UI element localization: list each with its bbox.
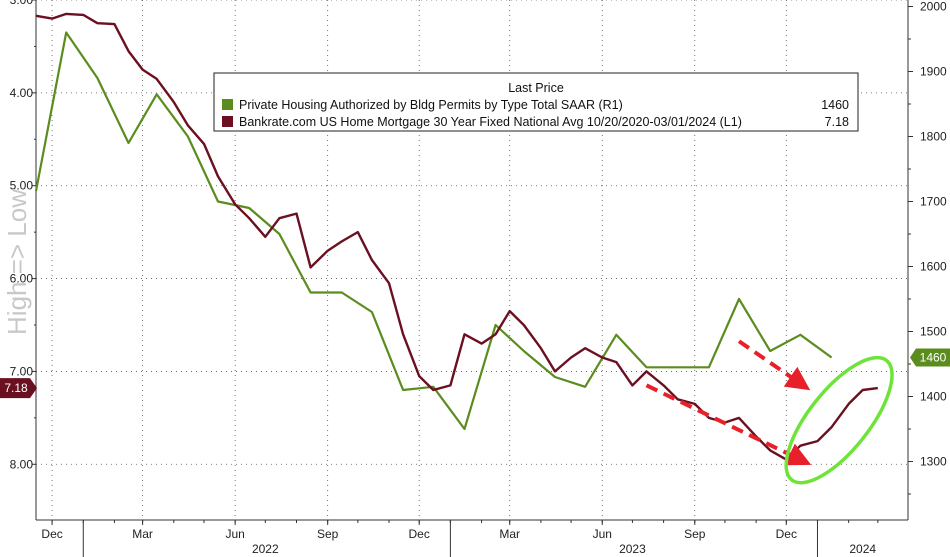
x-axis: Dec Mar Jun Sep Dec Mar Jun Sep Dec 2022 2023 2024 — [36, 519, 908, 557]
mortgage-last-value-tag — [0, 378, 37, 399]
left-tick-label: 8.00 — [10, 457, 34, 471]
legend-swatch — [222, 116, 233, 127]
permits-last-value-tag — [910, 348, 950, 367]
x-tick-label: Dec — [776, 527, 797, 541]
mortgage-rate-line — [35, 12, 878, 461]
right-tick-label: 1900 — [920, 65, 947, 79]
left-tick-label: 4.00 — [10, 86, 34, 100]
x-tick-label: Jun — [593, 527, 612, 541]
mortgage-last-value-label: 7.18 — [4, 381, 28, 395]
annotations — [645, 339, 894, 485]
permits-last-value-label: 1460 — [920, 351, 947, 365]
x-tick-label: Dec — [409, 527, 430, 541]
x-tick-label: Mar — [499, 527, 520, 541]
red-arrow-mortgage — [645, 383, 812, 466]
left-axis: 3.00 4.00 5.00 6.00 7.00 8.00 — [10, 0, 37, 520]
left-tick-label: 6.00 — [10, 272, 34, 286]
red-arrow-permits — [737, 339, 811, 391]
left-tick-label: 3.00 — [10, 0, 34, 7]
legend-last-value: 7.18 — [825, 115, 849, 129]
x-tick-label: Sep — [317, 527, 339, 541]
x-tick-label: Jun — [225, 527, 244, 541]
right-tick-label: 2000 — [920, 0, 947, 14]
right-axis: 2000 1900 1800 1700 1600 1500 1400 1300 — [907, 0, 947, 520]
legend-series-name: Private Housing Authorized by Bldg Permi… — [239, 98, 623, 112]
grid — [36, 0, 908, 520]
right-tick-label: 1800 — [920, 130, 947, 144]
green-ellipse-highlight — [784, 355, 894, 485]
x-tick-label: Dec — [41, 527, 62, 541]
legend-box — [213, 72, 859, 132]
left-tick-label: 5.00 — [10, 179, 34, 193]
series-layer — [34, 12, 878, 461]
legend-swatch — [222, 99, 233, 110]
legend-series-name: Bankrate.com US Home Mortgage 30 Year Fi… — [239, 115, 742, 129]
right-tick-label: 1700 — [920, 195, 947, 209]
legend-last-value: 1460 — [821, 98, 849, 112]
right-tick-label: 1400 — [920, 390, 947, 404]
rotated-label: High => Low — [2, 189, 32, 335]
permits-line — [34, 31, 833, 431]
right-tick-label: 1500 — [920, 325, 947, 339]
left-tick-label: 7.00 — [10, 364, 34, 378]
right-tick-label: 1600 — [920, 260, 947, 274]
x-tick-label: Mar — [132, 527, 153, 541]
year-label: 2024 — [849, 542, 876, 556]
year-label: 2023 — [619, 542, 646, 556]
right-tick-label: 1300 — [920, 455, 947, 469]
last-value-tags: 1460 7.18 — [0, 348, 950, 399]
legend: Last Price Private Housing Authorized by … — [213, 72, 859, 132]
x-tick-label: Sep — [684, 527, 706, 541]
year-label: 2022 — [252, 542, 279, 556]
legend-title: Last Price — [508, 81, 564, 95]
